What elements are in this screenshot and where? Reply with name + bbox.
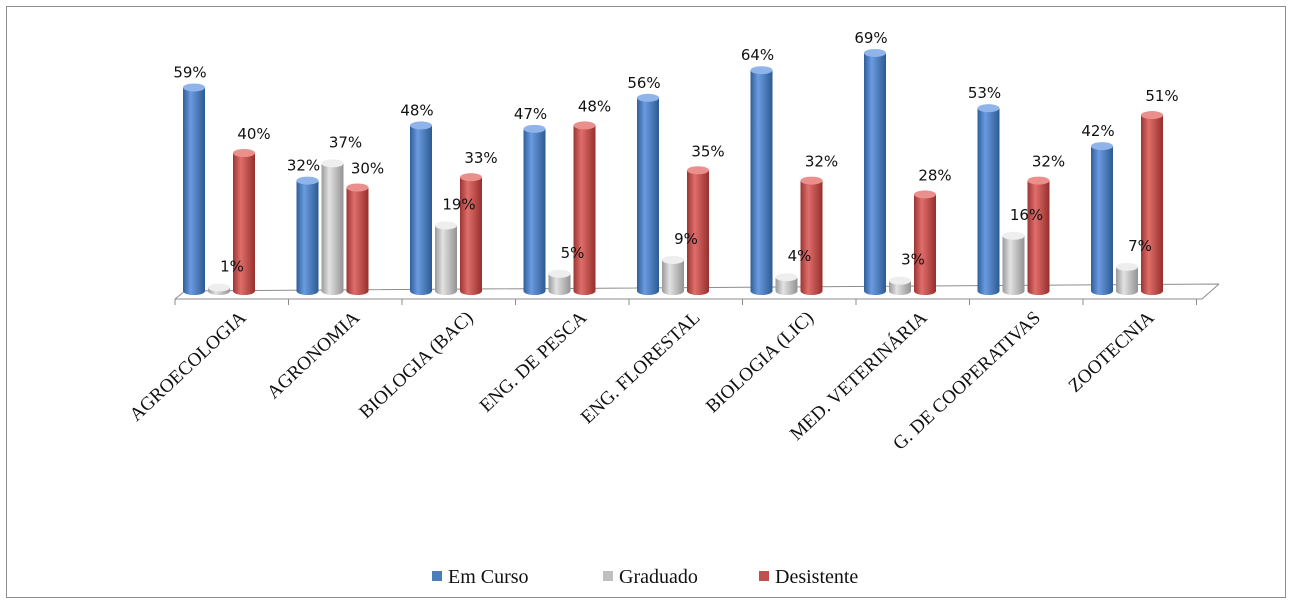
bar-graduado	[662, 255, 684, 295]
bar-desistente	[233, 149, 255, 295]
bar-em-curso	[977, 104, 1000, 296]
bar-desistente	[1141, 111, 1163, 295]
data-label: 69%	[854, 29, 887, 47]
data-label: 32%	[805, 153, 838, 171]
bar-em-curso	[864, 48, 886, 296]
data-label: 9%	[674, 230, 698, 248]
legend-item: Em Curso	[432, 566, 529, 588]
bar-desistente	[687, 166, 709, 295]
legend-swatch	[759, 571, 769, 581]
chart-frame: 59% 1% 40% 32% 37% 30% 48% 19% 33% 47% 5% 48% 56% 9% 3…	[6, 6, 1286, 598]
data-label: 19%	[442, 195, 475, 213]
data-label: 42%	[1081, 122, 1114, 140]
data-label: 32%	[1032, 153, 1065, 171]
bar-desistente	[800, 176, 823, 295]
bar-desistente	[1027, 176, 1050, 295]
data-label: 59%	[173, 63, 206, 81]
bar-graduado	[208, 283, 230, 295]
data-label: 3%	[901, 251, 925, 269]
data-label: 33%	[464, 149, 497, 167]
legend-item: Graduado	[603, 566, 698, 588]
bar-graduado	[1116, 262, 1138, 295]
category-label: BIOLOGIA (LIC)	[702, 307, 818, 417]
bar-em-curso	[183, 83, 205, 295]
bar-em-curso	[637, 93, 659, 295]
data-label: 4%	[788, 247, 812, 265]
category-label: ENG. FLORESTAL	[577, 307, 704, 428]
data-label: 48%	[578, 97, 611, 115]
data-label: 5%	[561, 244, 585, 262]
bar-em-curso	[410, 121, 432, 296]
data-label: 7%	[1128, 237, 1152, 255]
category-label: ZOOTECNIA	[1065, 307, 1159, 397]
category-label: AGRONOMIA	[263, 307, 364, 403]
bar-chart: 59% 1% 40% 32% 37% 30% 48% 19% 33% 47% 5% 48% 56% 9% 3…	[126, 29, 1220, 588]
bar-em-curso	[523, 124, 546, 295]
bar-graduado	[889, 276, 911, 295]
category-label: ENG. DE PESCA	[476, 307, 591, 417]
legend-swatch	[432, 571, 442, 581]
legend-item: Desistente	[759, 566, 858, 588]
data-label: 16%	[1010, 206, 1043, 224]
bar-desistente	[914, 190, 936, 295]
data-labels-group: 59% 1% 40% 32% 37% 30% 48% 19% 33% 47% 5% 48% 56% 9% 3…	[173, 29, 1178, 276]
bar-em-curso	[1091, 142, 1113, 295]
data-label: 40%	[237, 125, 270, 143]
bar-graduado	[435, 221, 457, 295]
legend-label: Desistente	[775, 566, 858, 588]
bar-graduado	[548, 269, 571, 295]
data-label: 64%	[741, 46, 774, 64]
data-label: 51%	[1145, 87, 1178, 105]
bar-desistente	[346, 183, 369, 295]
bars-group	[183, 48, 1163, 296]
data-label: 1%	[220, 258, 244, 276]
data-label: 47%	[514, 105, 547, 123]
data-label: 53%	[968, 84, 1001, 102]
bar-em-curso	[296, 176, 319, 295]
legend-label: Em Curso	[448, 566, 529, 588]
data-label: 32%	[287, 157, 320, 175]
bar-em-curso	[750, 66, 773, 295]
category-label: BIOLOGIA (BAC)	[355, 307, 477, 423]
legend-label: Graduado	[619, 566, 698, 588]
bar-graduado	[1002, 231, 1025, 295]
data-label: 48%	[400, 101, 433, 119]
data-label: 37%	[329, 133, 362, 151]
data-label: 56%	[627, 74, 660, 92]
bar-desistente	[573, 121, 596, 296]
bar-graduado	[321, 159, 344, 295]
category-label: AGROECOLOGIA	[126, 307, 251, 425]
data-label: 28%	[918, 166, 951, 184]
data-label: 35%	[691, 142, 724, 160]
data-label: 30%	[351, 160, 384, 178]
legend-swatch	[603, 571, 613, 581]
legend: Em Curso Graduado Desistente	[432, 566, 858, 588]
bar-desistente	[460, 173, 482, 295]
bar-graduado	[775, 273, 798, 295]
